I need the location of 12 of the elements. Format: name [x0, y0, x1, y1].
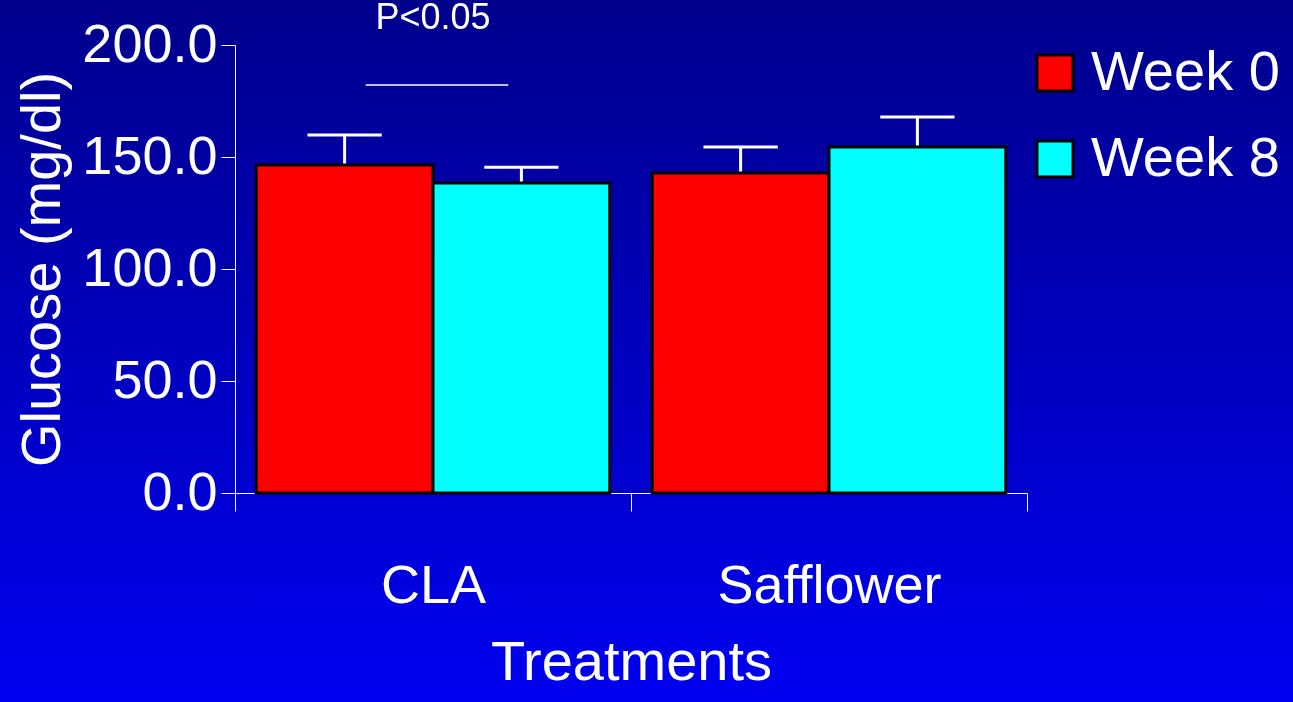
- x-tick-label: Safflower: [717, 553, 942, 614]
- x-axis-title: Treatments: [490, 628, 773, 692]
- y-tick-label: 100.0: [82, 236, 218, 297]
- y-tick-label: 200.0: [82, 12, 218, 73]
- y-axis-title: Glucose (mg/dl): [9, 71, 73, 468]
- y-tick-label: 50.0: [112, 348, 218, 409]
- y-tick-label: 0.0: [142, 460, 218, 521]
- legend-label: Week 8: [1091, 125, 1280, 188]
- x-tick-label: CLA: [380, 553, 487, 614]
- legend-label: Week 0: [1091, 39, 1280, 102]
- y-tick-label: 150.0: [82, 124, 218, 185]
- text: P<0.05: [375, 0, 491, 37]
